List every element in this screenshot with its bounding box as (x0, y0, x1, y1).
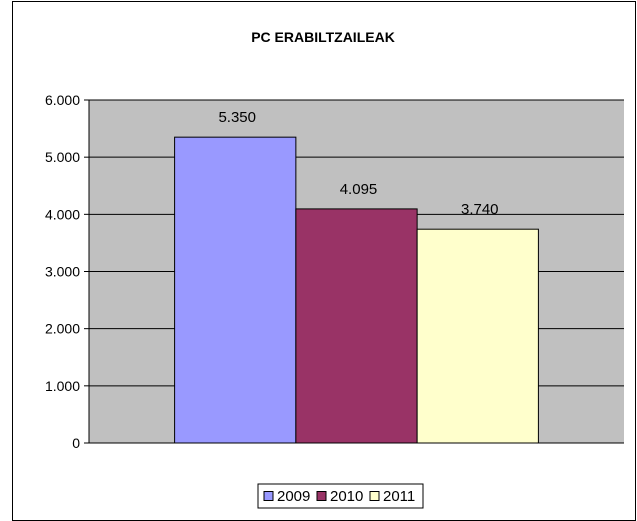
data-labels: 5.350 4.095 3.740 (218, 109, 498, 218)
legend-label-2009: 2009 (277, 488, 310, 505)
legend-swatch-2011 (369, 491, 380, 501)
y-tick-label: 1.000 (45, 378, 80, 394)
bar-2011 (416, 228, 539, 444)
y-tick-label: 6.000 (45, 92, 80, 108)
y-tick-label: 5.000 (45, 149, 80, 165)
y-tick-label: 4.000 (45, 206, 80, 222)
legend: 2009 2010 2011 (257, 483, 424, 509)
y-tick-label: 2.000 (45, 321, 80, 337)
chart-title: PC ERABILTZAILEAK (251, 29, 395, 45)
legend-box (257, 483, 424, 509)
data-label-2009: 5.350 (218, 109, 256, 126)
legend-swatch-2009 (263, 491, 274, 501)
legend-label-2011: 2011 (383, 488, 415, 505)
y-tick-label: 3.000 (45, 264, 80, 280)
bar-2009 (174, 136, 297, 444)
bar-2010 (295, 208, 418, 444)
legend-label-2010: 2010 (330, 488, 363, 505)
legend-swatch-2010 (316, 491, 327, 501)
y-tick-label: 0 (72, 435, 80, 451)
data-label-2011: 3.740 (461, 201, 499, 218)
bars (174, 136, 539, 444)
data-label-2010: 4.095 (340, 181, 378, 198)
